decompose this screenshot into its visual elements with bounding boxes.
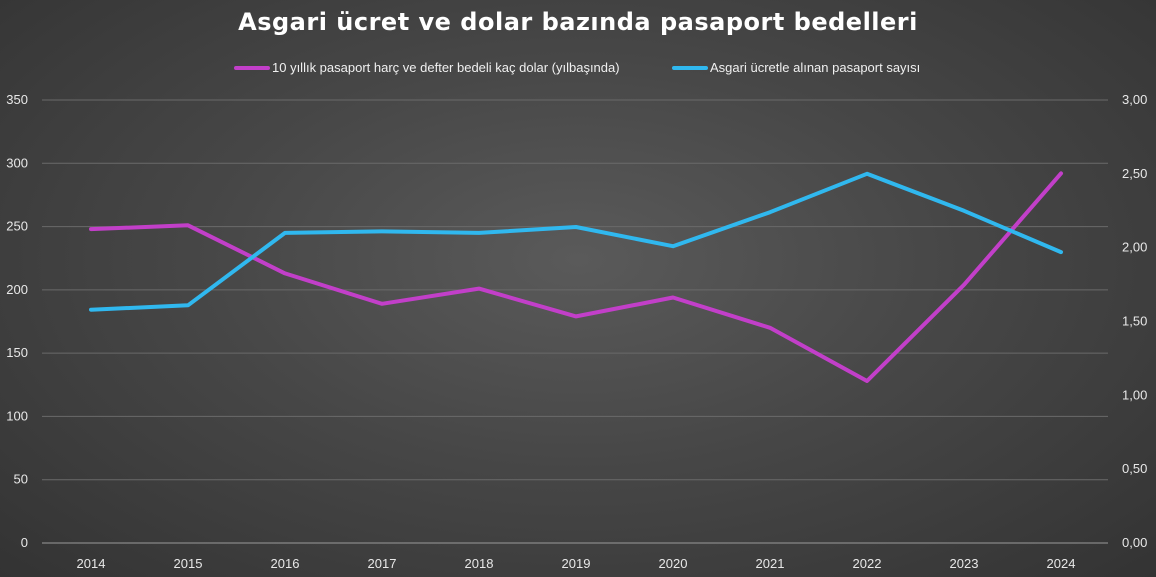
x-tick-label: 2016 — [271, 556, 300, 571]
chart-title: Asgari ücret ve dolar bazında pasaport b… — [238, 8, 918, 36]
series-lines — [89, 171, 1063, 383]
legend-label: Asgari ücretle alınan pasaport sayısı — [710, 60, 920, 75]
y-right-tick-label: 2,50 — [1122, 166, 1147, 181]
y-left-tick-label: 50 — [14, 472, 28, 487]
x-tick-label: 2024 — [1047, 556, 1076, 571]
y-right-tick-label: 1,50 — [1122, 314, 1147, 329]
y-left-tick-label: 100 — [6, 408, 28, 423]
y-right-tick-label: 3,00 — [1122, 92, 1147, 107]
y-left-tick-label: 150 — [6, 345, 28, 360]
x-axis: 2014 2015 2016 2017 2018 2019 2020 2021 2022 2023… — [77, 556, 1076, 571]
y-right-tick-label: 0,00 — [1122, 535, 1147, 550]
y-left-tick-label: 250 — [6, 219, 28, 234]
right-y-axis: 0,00 0,50 1,00 1,50 2,00 2,50 3,00 — [1122, 92, 1147, 550]
series-line — [89, 171, 1063, 383]
x-tick-label: 2021 — [756, 556, 785, 571]
y-left-tick-label: 300 — [6, 155, 28, 170]
x-tick-label: 2017 — [368, 556, 397, 571]
legend-label: 10 yıllık pasaport harç ve defter bedeli… — [272, 60, 620, 75]
x-tick-label: 2019 — [562, 556, 591, 571]
x-tick-label: 2015 — [174, 556, 203, 571]
y-right-tick-label: 0,50 — [1122, 461, 1147, 476]
x-tick-label: 2023 — [950, 556, 979, 571]
legend: 10 yıllık pasaport harç ve defter bedeli… — [234, 60, 920, 75]
y-left-tick-label: 0 — [21, 535, 28, 550]
y-left-tick-label: 200 — [6, 282, 28, 297]
y-right-tick-label: 2,00 — [1122, 240, 1147, 255]
x-tick-label: 2020 — [659, 556, 688, 571]
y-right-tick-label: 1,00 — [1122, 387, 1147, 402]
x-tick-label: 2018 — [465, 556, 494, 571]
left-y-axis: 0 50 100 150 200 250 300 350 — [6, 92, 28, 550]
y-left-tick-label: 350 — [6, 92, 28, 107]
x-tick-label: 2014 — [77, 556, 106, 571]
series-line — [89, 171, 1063, 312]
grid-lines — [42, 99, 1108, 544]
x-tick-label: 2022 — [853, 556, 882, 571]
